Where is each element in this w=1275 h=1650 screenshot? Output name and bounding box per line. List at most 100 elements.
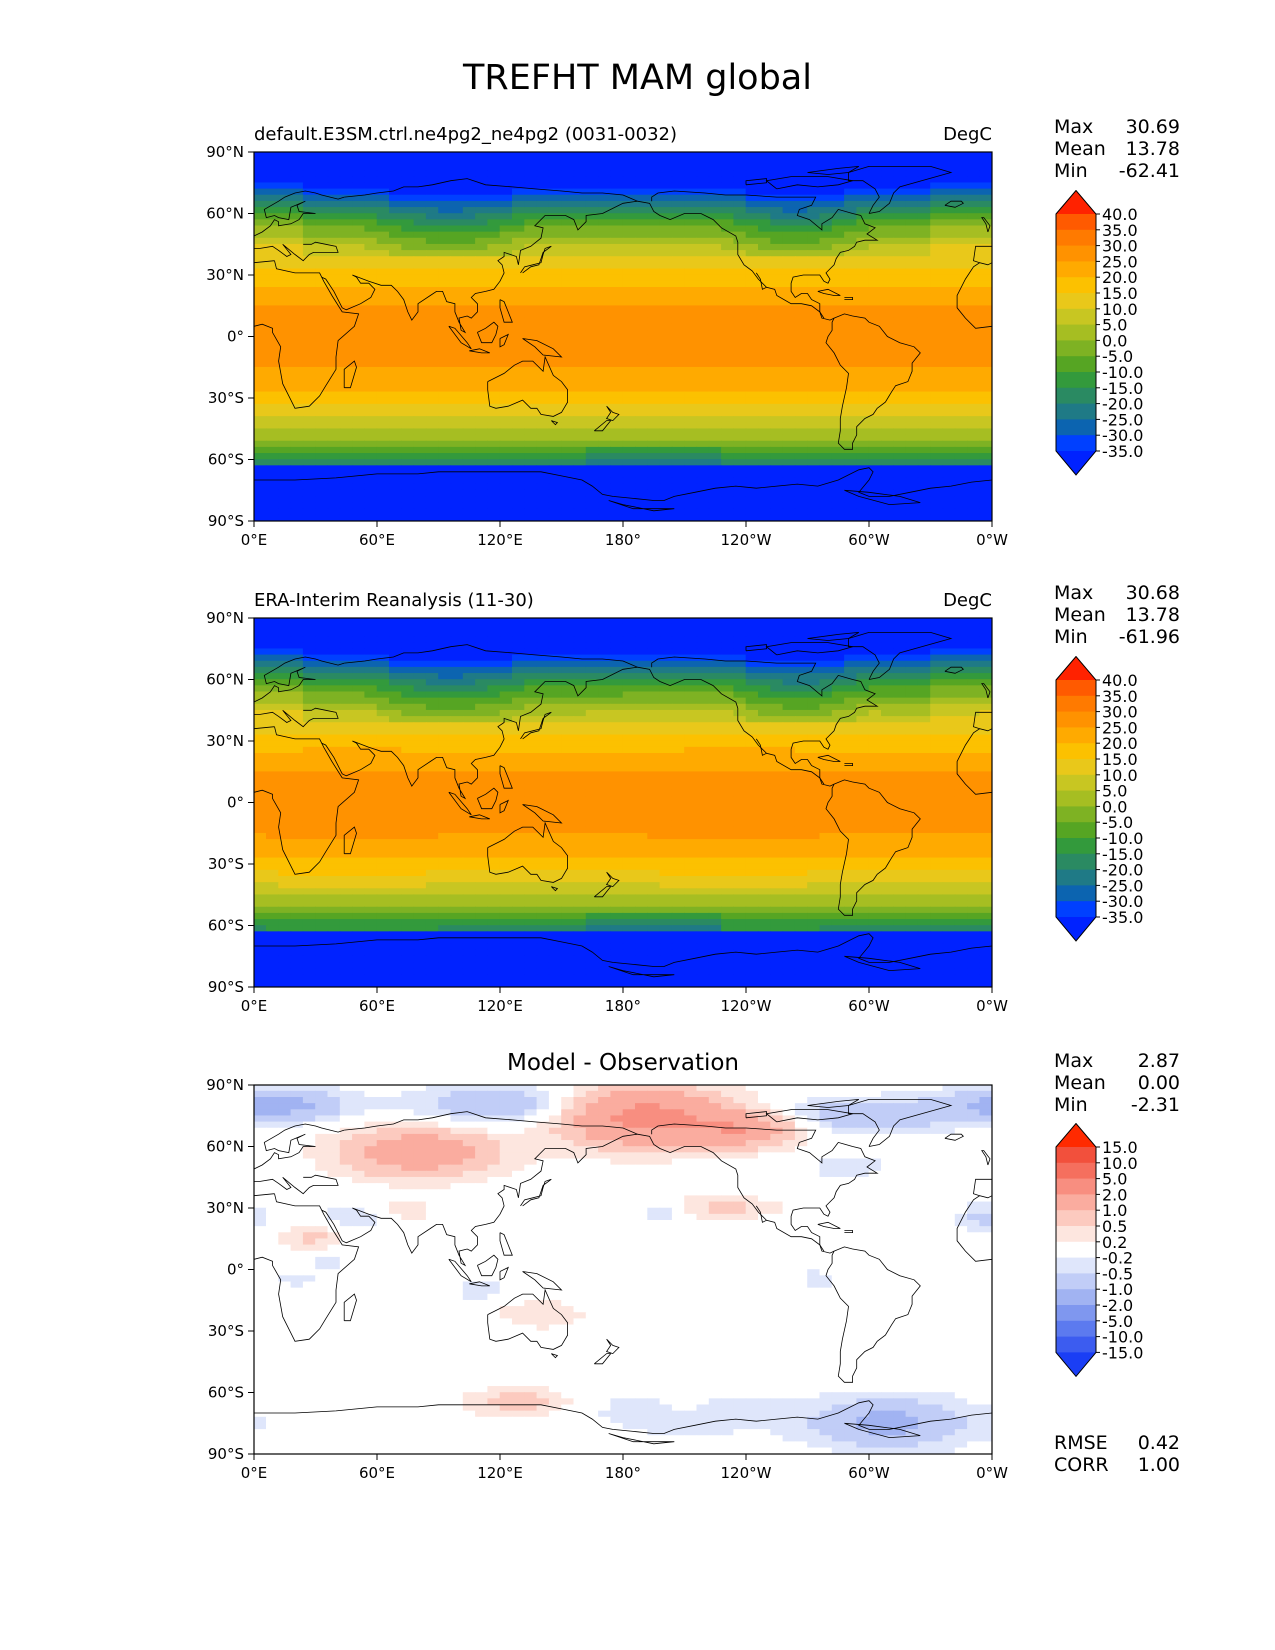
model-colorbar: 40.035.030.025.020.015.010.05.00.0-5.0-1… xyxy=(1055,190,1143,476)
colorbar-segment xyxy=(1056,1226,1096,1243)
lat-tick-label: 0° xyxy=(227,328,244,346)
lon-tick-label: 180° xyxy=(605,997,641,1015)
colorbar-segment xyxy=(1056,790,1096,807)
colorbar-segment xyxy=(1056,695,1096,712)
colorbar-segment xyxy=(1056,229,1096,246)
colorbar-label: -35.0 xyxy=(1102,442,1143,461)
contour-field xyxy=(253,1084,993,1455)
colorbar-segment xyxy=(1056,885,1096,902)
colorbar-label: 35.0 xyxy=(1102,687,1138,706)
lon-tick-label: 60°E xyxy=(359,531,395,549)
stat-mean-value: 13.78 xyxy=(1125,138,1180,160)
lat-tick-label: 30°N xyxy=(206,1199,244,1217)
lat-tick-label: 60°N xyxy=(206,671,244,689)
stat-max-value: 2.87 xyxy=(1137,1050,1180,1072)
lon-tick-label: 120°E xyxy=(477,531,523,549)
lat-tick-label: 60°S xyxy=(208,917,244,935)
colorbar-label: 40.0 xyxy=(1102,205,1138,224)
colorbar-label: 5.0 xyxy=(1102,782,1127,801)
diff-stats: Max 2.87 Mean 0.00 Min -2.31 xyxy=(1054,1050,1180,1116)
colorbar-segment xyxy=(1056,1147,1096,1164)
stat-max-value: 30.68 xyxy=(1125,582,1180,604)
colorbar-label: 30.0 xyxy=(1102,703,1138,722)
diff-metrics: RMSE 0.42 CORR 1.00 xyxy=(1054,1432,1180,1476)
colorbar-label: 30.0 xyxy=(1102,237,1138,256)
stat-min-value: -61.96 xyxy=(1118,626,1180,648)
obs-map: 90°N 60°N 30°N 0° 30°S 60°S 90°S0°E 60°E 120°E 18… xyxy=(206,609,1008,1015)
colorbar-segment xyxy=(1056,743,1096,760)
lon-tick-label: 120°W xyxy=(721,1464,772,1482)
colorbar-segment xyxy=(1056,680,1096,697)
lat-tick-label: 60°N xyxy=(206,205,244,223)
colorbar-segment xyxy=(1056,1178,1096,1195)
lat-tick-label: 60°S xyxy=(208,451,244,469)
colorbar-label: 25.0 xyxy=(1102,252,1138,271)
colorbar-label: 10.0 xyxy=(1102,1154,1138,1173)
lat-tick-label: 90°S xyxy=(208,512,244,530)
lon-tick-label: 60°E xyxy=(359,1464,395,1482)
colorbar-extend-min xyxy=(1056,451,1096,475)
lon-tick-label: 180° xyxy=(605,1464,641,1482)
colorbar-label: -5.0 xyxy=(1102,1312,1133,1331)
colorbar-label: -10.0 xyxy=(1102,363,1143,382)
lon-tick-label: 0°W xyxy=(976,1464,1008,1482)
colorbar-segment xyxy=(1056,308,1096,325)
stat-min-value: -62.41 xyxy=(1118,160,1180,182)
colorbar-extend-max xyxy=(1056,656,1096,680)
colorbar-segment xyxy=(1056,1241,1096,1258)
colorbar-segment xyxy=(1056,901,1096,918)
diff-colorbar: 15.010.05.02.01.00.50.2-0.2-0.5-1.0-2.0-… xyxy=(1055,1123,1143,1378)
stat-mean-value: 0.00 xyxy=(1137,1072,1180,1094)
colorbar-extend-min xyxy=(1056,1352,1096,1377)
colorbar-label: 1.0 xyxy=(1102,1201,1127,1220)
lat-tick-label: 30°S xyxy=(208,389,244,407)
colorbar-segment xyxy=(1056,403,1096,420)
colorbar-label: -5.0 xyxy=(1102,347,1133,366)
colorbar-extend-max xyxy=(1056,1123,1096,1147)
model-panel-title: default.E3SM.ctrl.ne4pg2_ne4pg2 (0031-00… xyxy=(254,124,677,145)
rmse-label: RMSE xyxy=(1054,1432,1108,1454)
obs-panel-title: ERA-Interim Reanalysis (11-30) xyxy=(254,590,534,611)
colorbar-label: -0.2 xyxy=(1102,1249,1133,1268)
lat-tick-label: 90°S xyxy=(208,1445,244,1463)
colorbar-label: 0.0 xyxy=(1102,331,1127,350)
colorbar-segment xyxy=(1056,1162,1096,1179)
colorbar-segment xyxy=(1056,1273,1096,1290)
lon-tick-label: 60°E xyxy=(359,997,395,1015)
lon-tick-label: 0°E xyxy=(241,1464,268,1482)
colorbar-label: -5.0 xyxy=(1102,813,1133,832)
lon-tick-label: 0°W xyxy=(976,997,1008,1015)
colorbar-label: 5.0 xyxy=(1102,316,1127,335)
colorbar-segment xyxy=(1056,869,1096,886)
obs-units-label: DegC xyxy=(943,590,992,611)
colorbar-label: 0.5 xyxy=(1102,1217,1127,1236)
lon-tick-label: 0°W xyxy=(976,531,1008,549)
colorbar-segment xyxy=(1056,853,1096,870)
colorbar-label: 15.0 xyxy=(1102,284,1138,303)
colorbar-label: -15.0 xyxy=(1102,1343,1143,1362)
model-map: 90°N 60°N 30°N 0° 30°S 60°S 90°S0°E 60°E 120°E 18… xyxy=(206,143,1008,549)
colorbar-segment xyxy=(1056,1210,1096,1227)
colorbar-segment xyxy=(1056,277,1096,294)
colorbar-label: 20.0 xyxy=(1102,268,1138,287)
colorbar-segment xyxy=(1056,1320,1096,1337)
colorbar-segment xyxy=(1056,419,1096,436)
colorbar-segment xyxy=(1056,1194,1096,1211)
stat-min-label: Min xyxy=(1054,160,1088,182)
lon-tick-label: 120°W xyxy=(721,997,772,1015)
lon-tick-label: 120°E xyxy=(477,1464,523,1482)
rmse-value: 0.42 xyxy=(1137,1432,1180,1454)
colorbar-segment xyxy=(1056,1257,1096,1274)
lat-tick-label: 90°N xyxy=(206,1076,244,1094)
colorbar-segment xyxy=(1056,711,1096,728)
colorbar-label: 0.2 xyxy=(1102,1233,1127,1252)
stat-min-label: Min xyxy=(1054,1094,1088,1116)
stat-mean-label: Mean xyxy=(1054,1072,1106,1094)
colorbar-label: 35.0 xyxy=(1102,221,1138,240)
colorbar-label: 15.0 xyxy=(1102,750,1138,769)
colorbar-label: 0.0 xyxy=(1102,797,1127,816)
colorbar-segment xyxy=(1056,1336,1096,1353)
colorbar-label: -1.0 xyxy=(1102,1280,1133,1299)
colorbar-segment xyxy=(1056,387,1096,404)
contour-field xyxy=(253,151,993,522)
